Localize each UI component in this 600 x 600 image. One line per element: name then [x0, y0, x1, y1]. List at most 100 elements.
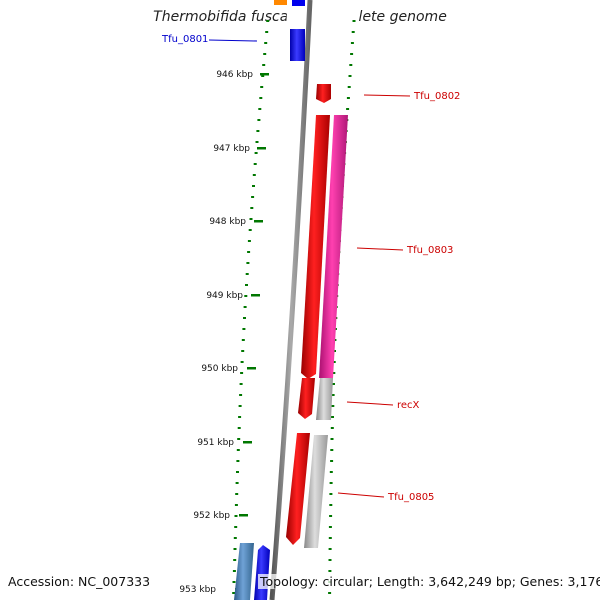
tick-952	[239, 514, 248, 517]
guide-dot	[328, 548, 332, 550]
guide-dot	[237, 427, 241, 429]
guide-dot	[241, 350, 245, 352]
guide-dot	[236, 460, 240, 462]
guide-dot	[240, 372, 244, 374]
gene-blue-top[interactable]	[292, 0, 305, 6]
guide-dot	[330, 438, 334, 440]
guide-dot	[233, 548, 237, 550]
topology-text: Topology: circular; Length: 3,642,249 bp…	[258, 574, 600, 589]
guide-dots-left	[232, 20, 270, 594]
gene-tfu-0802[interactable]	[316, 84, 331, 103]
guide-dot	[243, 306, 247, 308]
guide-dot	[250, 207, 254, 209]
guide-dot	[244, 295, 248, 297]
gene-tfu-0801[interactable]	[290, 29, 305, 61]
gene-label-recx[interactable]: recX	[397, 400, 420, 411]
guide-dot	[247, 251, 251, 253]
tick-946	[260, 73, 269, 76]
guide-dot	[328, 559, 332, 561]
callout-tfu-0803	[356, 247, 404, 251]
gene-features[interactable]	[234, 0, 348, 600]
guide-dot	[232, 592, 236, 594]
tick-947	[257, 147, 266, 150]
gene-tfu-0805[interactable]	[286, 433, 310, 545]
guide-dot	[249, 218, 253, 220]
guide-dot	[261, 75, 265, 77]
guide-dot	[332, 361, 336, 363]
guide-dot	[328, 570, 332, 572]
guide-dot	[238, 416, 242, 418]
tick-948	[254, 220, 263, 223]
guide-dot	[263, 53, 267, 55]
scale-labels: 946 kbp 947 kbp 948 kbp 949 kbp 950 kbp …	[179, 70, 253, 595]
guide-dot	[237, 438, 241, 440]
gene-steel-bottom[interactable]	[234, 543, 254, 600]
tick-950	[247, 367, 256, 370]
gene-tfu-0805-gray[interactable]	[304, 435, 328, 548]
gene-label-tfu-0805[interactable]: Tfu_0805	[387, 492, 434, 503]
guide-dot	[350, 42, 354, 44]
feature-lane	[245, 0, 360, 600]
callout-tfu-0802	[363, 94, 411, 97]
gene-recx-gray[interactable]	[316, 378, 333, 420]
guide-dot	[330, 460, 334, 462]
guide-dot	[331, 394, 335, 396]
guide-dot	[264, 42, 268, 44]
gene-tfu-0803-pink[interactable]	[319, 115, 348, 378]
guide-dot	[332, 383, 335, 385]
guide-dot	[239, 394, 243, 396]
tick-label: 949 kbp	[206, 291, 243, 301]
guide-dot	[236, 449, 240, 451]
callout-tfu-0805	[337, 492, 385, 498]
guide-dot	[332, 372, 336, 374]
guide-dot	[251, 196, 255, 198]
gene-orange[interactable]	[274, 0, 287, 5]
guide-dot	[239, 383, 243, 385]
guide-dot	[254, 152, 258, 154]
callout-tfu-0801	[208, 39, 258, 42]
guide-dot	[331, 416, 334, 418]
gene-label-tfu-0803[interactable]: Tfu_0803	[406, 245, 453, 256]
gene-label-tfu-0802[interactable]: Tfu_0802	[413, 91, 460, 102]
guide-dot	[262, 64, 266, 66]
guide-dot	[252, 185, 255, 187]
guide-dot	[255, 141, 259, 143]
guide-dot	[233, 537, 237, 539]
guide-dot	[245, 284, 248, 286]
tick-label: 952 kbp	[193, 511, 230, 521]
guide-dot	[235, 493, 239, 495]
gene-tfu-0803[interactable]	[301, 115, 330, 379]
guide-dot	[234, 504, 238, 506]
guide-dot	[256, 130, 260, 132]
guide-dot	[329, 515, 333, 517]
guide-dot	[253, 163, 257, 165]
guide-dot	[242, 328, 246, 330]
callout-recx	[346, 401, 394, 406]
genome-backbone	[269, 0, 313, 600]
guide-dot	[352, 20, 356, 22]
guide-dot	[232, 570, 236, 572]
guide-dot	[328, 592, 332, 594]
callout-lines	[208, 39, 411, 498]
gene-recx[interactable]	[298, 378, 315, 419]
tick-label: 950 kbp	[201, 364, 238, 374]
guide-dot	[252, 174, 256, 176]
guide-dot	[329, 482, 333, 484]
accession-text: Accession: NC_007333	[8, 574, 151, 589]
guide-dot	[246, 262, 250, 264]
guide-dot	[330, 449, 334, 451]
guide-dot	[241, 339, 245, 341]
gene-label-tfu-0801[interactable]: Tfu_0801	[161, 34, 208, 45]
gene-labels[interactable]: Tfu_0801 Tfu_0802 Tfu_0803 recX Tfu_0805	[161, 34, 460, 503]
tick-label: 947 kbp	[213, 144, 250, 154]
guide-dot	[328, 526, 332, 528]
tick-label: 948 kbp	[209, 217, 246, 227]
guide-dot	[258, 108, 262, 110]
guide-dot	[260, 86, 264, 88]
guide-dot	[266, 20, 270, 22]
guide-dot	[257, 119, 261, 121]
guide-dot	[236, 471, 239, 473]
tick-951	[243, 441, 252, 444]
guide-dot	[348, 75, 352, 77]
